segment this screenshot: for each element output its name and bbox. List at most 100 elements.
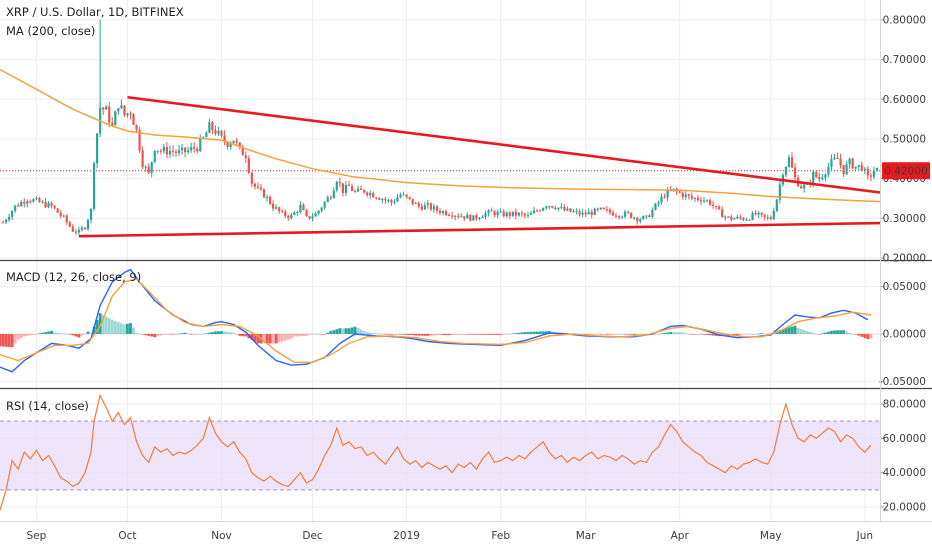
macd-histogram-bar <box>602 333 606 335</box>
macd-histogram-bar <box>502 333 506 335</box>
macd-pane[interactable] <box>0 261 880 388</box>
macd-histogram-bar <box>195 333 199 335</box>
candle-body <box>502 211 505 217</box>
x-tick-label: Mar <box>576 530 596 542</box>
candle-body <box>444 211 448 215</box>
macd-histogram-bar <box>541 331 545 334</box>
candle-body <box>332 190 335 199</box>
macd-histogram-bar <box>332 330 336 334</box>
candle-body <box>460 216 463 218</box>
candle-body <box>739 216 742 219</box>
candle-body <box>259 187 263 190</box>
macd-histogram-bar <box>113 320 117 334</box>
candle-body <box>317 210 320 214</box>
candle-body <box>120 105 123 109</box>
candle-body <box>620 216 624 218</box>
macd-histogram-bar <box>687 333 691 335</box>
rsi-line <box>0 393 872 511</box>
macd-histogram-bar <box>402 333 405 335</box>
macd-histogram-bar <box>68 333 72 335</box>
macd-histogram-bar <box>217 331 220 334</box>
macd-histogram-bar <box>854 333 858 335</box>
macd-histogram-bar <box>189 333 193 335</box>
candle-body <box>1 222 5 224</box>
macd-histogram-bar <box>104 316 108 334</box>
macd-histogram-bar <box>787 327 791 334</box>
macd-histogram-bar <box>19 333 23 339</box>
macd-histogram-bar <box>286 333 290 340</box>
candle-body <box>262 189 266 198</box>
candle-body <box>803 184 806 189</box>
candle-body <box>451 215 454 217</box>
macd-histogram-bar <box>119 323 123 334</box>
candle-body <box>123 105 126 116</box>
candle-body <box>184 147 187 153</box>
candle-body <box>356 188 360 192</box>
macd-histogram-bar <box>141 333 145 335</box>
trendline-resistance[interactable] <box>127 95 881 194</box>
candle-body <box>408 196 411 199</box>
candle-body <box>566 208 569 211</box>
candle-body <box>599 207 602 210</box>
macd-histogram-bar <box>450 333 454 336</box>
candle-body <box>763 214 766 218</box>
candle-body <box>718 206 721 210</box>
macd-histogram-bar <box>92 326 96 334</box>
macd-histogram-bar <box>393 333 396 335</box>
candle-body <box>539 210 542 212</box>
macd-histogram-bar <box>823 332 827 334</box>
candle-body <box>390 199 393 203</box>
macd-histogram-bar <box>587 333 591 335</box>
candle-body <box>278 207 281 212</box>
macd-histogram-bar <box>171 333 175 335</box>
macd-histogram-bar <box>702 333 706 335</box>
macd-histogram-bar <box>830 330 833 334</box>
candle-body <box>426 203 429 206</box>
candle-body <box>314 213 317 217</box>
candle-body <box>754 212 757 215</box>
macd-histogram-bar <box>532 331 536 334</box>
macd-histogram-bar <box>77 333 81 338</box>
candle-body <box>499 211 502 213</box>
macd-histogram-bar <box>429 333 433 336</box>
macd-histogram-bar <box>654 333 657 335</box>
candle-body <box>757 212 760 215</box>
candle-body <box>608 209 612 213</box>
candle-body <box>745 219 748 221</box>
candle-body <box>196 148 199 152</box>
candle-body <box>821 177 824 180</box>
macd-histogram-bar <box>153 333 157 338</box>
candle-body <box>633 217 636 219</box>
candle-body <box>369 192 372 196</box>
candle-body <box>760 212 763 215</box>
candle-body <box>860 165 863 171</box>
candle-body <box>687 194 690 196</box>
macd-histogram-bar <box>447 333 451 336</box>
candle-body <box>159 150 162 152</box>
macd-histogram-bar <box>657 333 660 335</box>
candle-body <box>290 214 293 218</box>
rsi-legend: RSI (14, close) <box>6 399 89 413</box>
candle-body <box>211 122 214 131</box>
time-axis-area[interactable] <box>0 522 932 550</box>
macd-histogram-bar <box>845 331 849 334</box>
macd-histogram-bar <box>836 330 839 334</box>
macd-histogram-bar <box>790 326 794 334</box>
trendline-support[interactable] <box>78 221 881 238</box>
candle-body <box>651 209 654 217</box>
macd-histogram-bar <box>711 333 715 336</box>
candle-body <box>845 164 848 175</box>
price-pane[interactable] <box>0 0 880 260</box>
candle-body <box>335 181 338 191</box>
macd-histogram-bar <box>47 331 50 334</box>
macd-histogram-bar <box>207 332 211 334</box>
candle-body <box>542 208 545 211</box>
macd-histogram-bar <box>347 328 351 334</box>
candle-body <box>256 186 260 188</box>
candle-body <box>854 166 857 169</box>
candle-body <box>105 106 108 110</box>
candle-body <box>141 150 144 168</box>
candle-body <box>187 150 190 153</box>
candle-body <box>68 222 71 227</box>
